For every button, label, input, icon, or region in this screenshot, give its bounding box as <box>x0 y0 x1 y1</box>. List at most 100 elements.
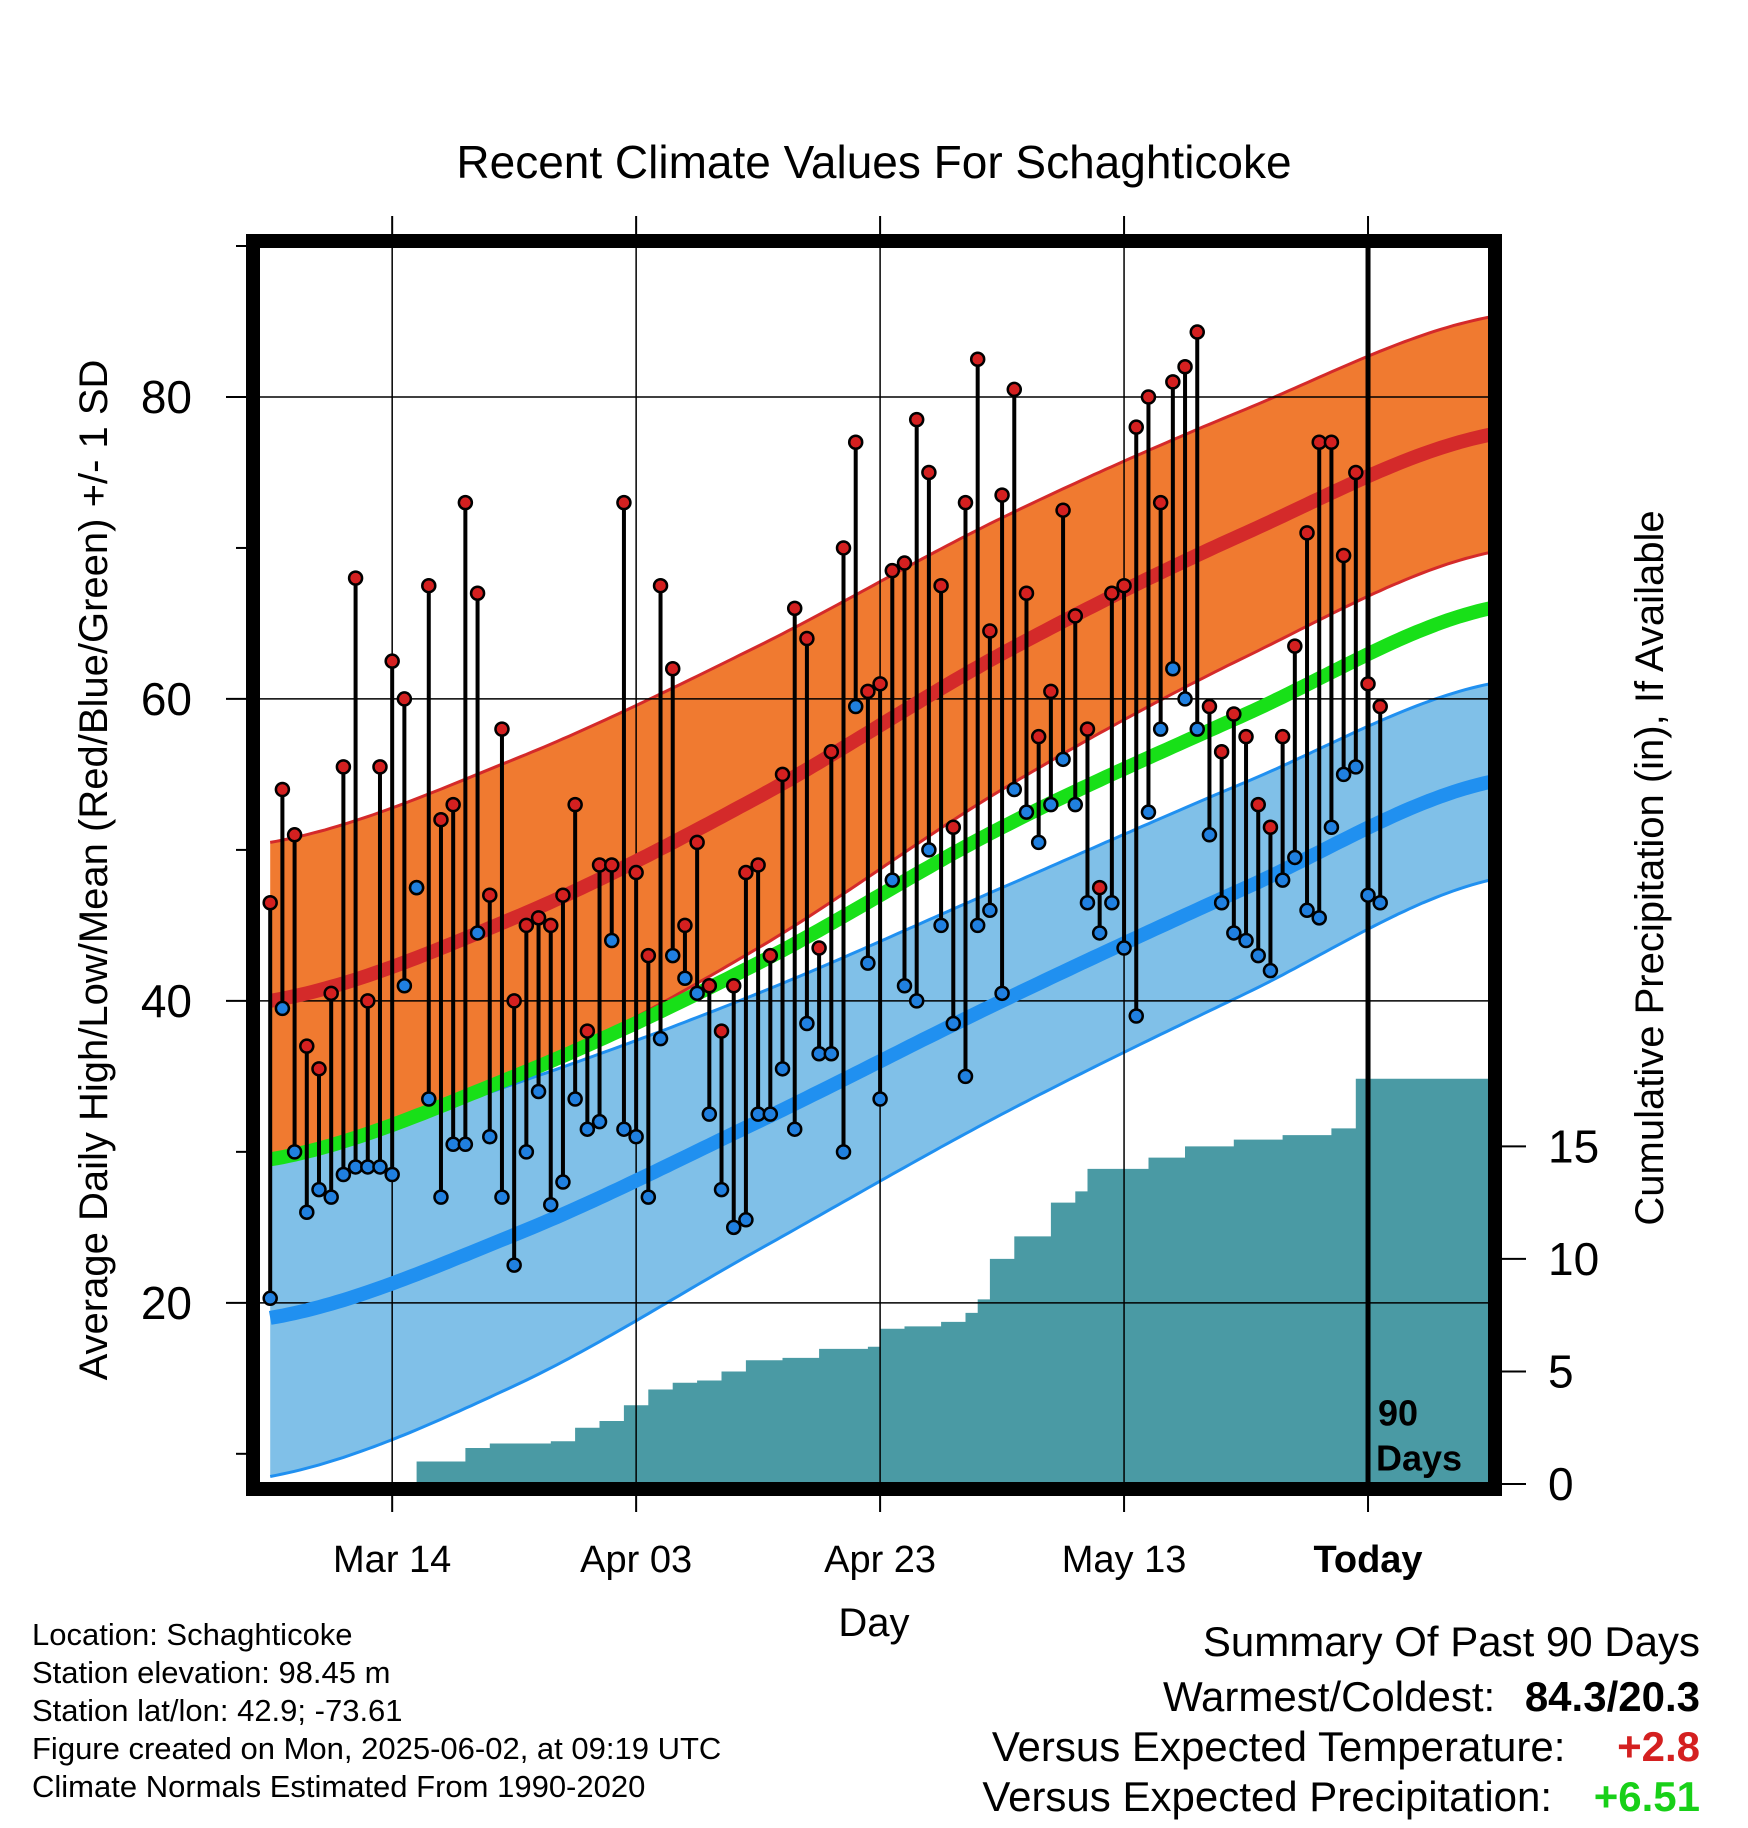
precip-value: +6.51 <box>1593 1773 1700 1820</box>
today-days-number: 90 <box>1378 1392 1418 1433</box>
daily-high-point <box>1348 464 1364 481</box>
daily-low-point <box>1311 910 1327 926</box>
daily-high-point <box>969 351 986 367</box>
daily-high-point <box>872 676 888 692</box>
summary-temp-row: Versus Expected Temperature: +2.8 <box>992 1723 1700 1771</box>
x-tick-label: Apr 03 <box>580 1539 692 1581</box>
daily-high-point <box>1360 676 1376 692</box>
x-tick-label: Apr 23 <box>824 1539 936 1581</box>
daily-high-point <box>628 864 644 881</box>
daily-low-point <box>311 1181 327 1198</box>
daily-high-point <box>1055 502 1071 518</box>
daily-high-point <box>1018 585 1035 601</box>
daily-low-point <box>1152 721 1169 737</box>
daily-low-point <box>640 1189 657 1205</box>
daily-low-point <box>518 1144 535 1160</box>
daily-low-point <box>713 1181 730 1198</box>
daily-high-point <box>982 623 998 639</box>
daily-low-point <box>323 1189 339 1205</box>
daily-low-point <box>1104 894 1120 911</box>
daily-high-point <box>543 917 559 934</box>
daily-low-point <box>1287 849 1303 866</box>
summary-warmest-row: Warmest/Coldest: 84.3/20.3 <box>1163 1673 1700 1721</box>
precip-label: Versus Expected Precipitation: <box>982 1773 1553 1820</box>
daily-high-point <box>945 819 962 836</box>
daily-high-point <box>1030 728 1047 745</box>
daily-low-point <box>652 1030 669 1047</box>
daily-high-point <box>994 487 1010 503</box>
daily-high-point <box>1201 698 1218 715</box>
daily-high-point <box>701 978 718 994</box>
daily-high-point <box>1189 324 1205 340</box>
daily-low-point <box>408 879 425 896</box>
daily-low-point <box>860 955 876 971</box>
daily-low-point <box>701 1106 718 1122</box>
daily-high-point <box>384 653 400 669</box>
daily-high-point <box>262 894 278 911</box>
daily-high-point <box>469 585 486 601</box>
daily-low-point <box>603 932 620 949</box>
daily-low-point <box>823 1045 840 1062</box>
daily-low-point <box>1091 925 1108 941</box>
location-text: Location: Schaghticoke <box>32 1617 353 1652</box>
daily-low-point <box>469 925 486 941</box>
daily-low-point <box>884 872 901 888</box>
daily-high-point <box>1323 434 1340 451</box>
daily-high-point <box>1006 381 1023 398</box>
daily-high-point <box>1226 706 1242 722</box>
daily-high-point <box>1152 494 1169 511</box>
daily-high-point <box>835 540 852 556</box>
daily-high-point <box>786 600 803 617</box>
daily-low-point <box>628 1129 644 1145</box>
daily-high-point <box>494 721 510 737</box>
daily-low-point <box>1238 932 1254 949</box>
daily-low-point <box>872 1091 888 1107</box>
daily-high-point <box>896 555 913 571</box>
warmest-label: Warmest/Coldest: <box>1162 1673 1496 1720</box>
daily-high-point <box>738 864 754 881</box>
x-tick-label: Mar 14 <box>333 1539 451 1581</box>
daily-low-point <box>1030 834 1047 851</box>
daily-low-point <box>908 993 925 1009</box>
daily-low-point <box>1201 827 1218 843</box>
daily-low-point <box>579 1121 596 1137</box>
daily-low-point <box>1006 781 1023 798</box>
station-info: Location: Schaghticoke Station elevation… <box>32 1616 721 1806</box>
daily-low-point <box>738 1212 754 1228</box>
daily-low-point <box>616 1121 632 1137</box>
daily-high-point <box>396 691 413 707</box>
daily-high-point <box>677 917 693 934</box>
daily-low-point <box>494 1189 510 1205</box>
daily-low-point <box>969 917 986 934</box>
summary-precip-row: Versus Expected Precipitation: +6.51 <box>982 1773 1700 1821</box>
daily-high-point <box>1213 744 1230 760</box>
warmest-value: 84.3/20.3 <box>1524 1673 1700 1720</box>
daily-low-point <box>1250 947 1266 964</box>
daily-low-point <box>1335 766 1352 783</box>
daily-high-point <box>1287 638 1303 654</box>
daily-high-point <box>311 1061 327 1077</box>
daily-low-point <box>1262 962 1279 979</box>
daily-low-point <box>1213 894 1230 911</box>
latlon-text: Station lat/lon: 42.9; -73.61 <box>32 1693 403 1728</box>
daily-low-point <box>457 1136 474 1153</box>
daily-high-point <box>640 947 657 964</box>
y-tick-label: 60 <box>141 673 192 725</box>
daily-high-point <box>921 464 937 481</box>
daily-high-point <box>713 1023 730 1039</box>
daily-high-point <box>1128 419 1145 435</box>
daily-low-point <box>1165 660 1181 677</box>
daily-low-point <box>725 1219 742 1236</box>
daily-high-point <box>799 630 815 647</box>
daily-high-point <box>1043 683 1059 700</box>
daily-low-point <box>543 1196 559 1213</box>
daily-high-point <box>457 494 474 511</box>
daily-high-point <box>1262 819 1279 836</box>
daily-low-point <box>530 1083 547 1100</box>
daily-high-point <box>360 993 376 1009</box>
daily-high-point <box>847 434 864 451</box>
daily-low-point <box>994 985 1010 1002</box>
daily-low-point <box>506 1257 522 1273</box>
daily-high-point <box>774 766 791 783</box>
